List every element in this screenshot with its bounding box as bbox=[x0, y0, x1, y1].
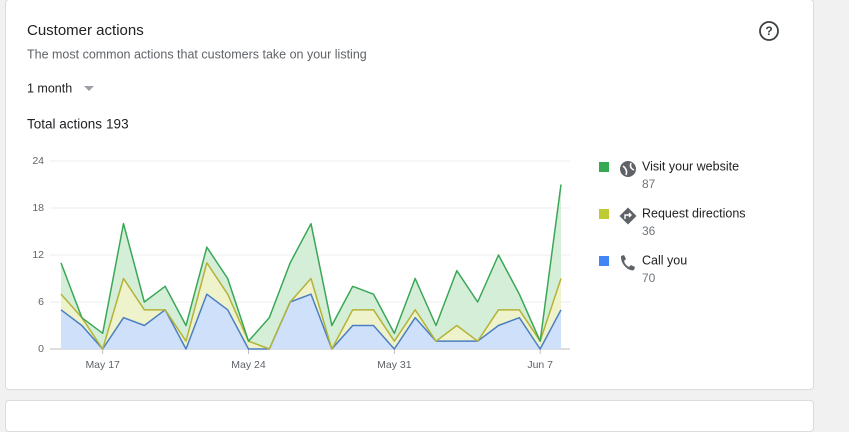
y-tick-label: 24 bbox=[32, 155, 44, 167]
x-tick-label: Jun 7 bbox=[527, 359, 553, 371]
svg-text:?: ? bbox=[765, 24, 772, 38]
series-line bbox=[60, 262, 562, 350]
icon-directions bbox=[619, 207, 637, 225]
series-line bbox=[60, 184, 562, 342]
x-tick-label: May 17 bbox=[85, 359, 120, 371]
page: {"header": {"title": "Customer actions",… bbox=[5, 0, 814, 432]
total-value: 193 bbox=[106, 117, 129, 132]
dropdown-arrow[interactable] bbox=[84, 86, 94, 91]
area bbox=[61, 294, 561, 349]
icon-globe bbox=[620, 161, 636, 177]
legend-swatch bbox=[599, 209, 609, 219]
y-tick-label: 18 bbox=[32, 202, 44, 214]
legend-total: 70 bbox=[642, 271, 656, 285]
legend-total: 36 bbox=[642, 224, 656, 238]
area bbox=[61, 184, 561, 349]
x-tick-label: May 31 bbox=[377, 359, 412, 371]
y-tick-label: 12 bbox=[32, 249, 44, 261]
chart: Customer actions The most common actions… bbox=[27, 21, 779, 371]
icon-phone bbox=[621, 255, 635, 271]
title: Customer actions bbox=[27, 22, 144, 39]
total-label: Total actions bbox=[27, 117, 102, 132]
x-tick-label: May 24 bbox=[231, 359, 266, 371]
help-icon[interactable]: ? bbox=[759, 21, 779, 41]
legend-total: 87 bbox=[642, 177, 656, 191]
legend-swatch bbox=[599, 256, 609, 266]
y-tick-label: 6 bbox=[38, 296, 44, 308]
legend-label: Request directions bbox=[642, 206, 746, 220]
y-tick-label: 0 bbox=[38, 343, 44, 355]
legend-swatch bbox=[599, 162, 609, 172]
period-select[interactable]: 1 month bbox=[27, 81, 72, 95]
subtitle: The most common actions that customers t… bbox=[27, 47, 367, 61]
legend-label: Visit your website bbox=[642, 159, 739, 173]
legend-label: Call you bbox=[642, 253, 687, 267]
